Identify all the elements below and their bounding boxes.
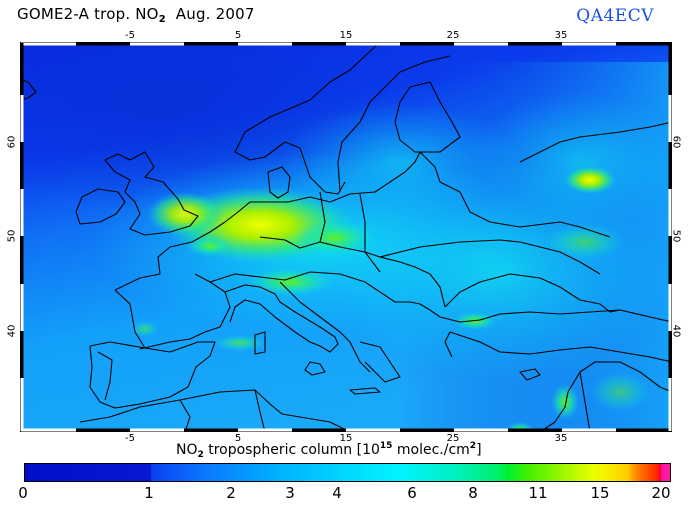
colorbar-tick: 4 (332, 484, 342, 502)
colorbar-tick: 2 (226, 484, 236, 502)
lat-tick-left: 50 (6, 229, 18, 243)
colorbar (24, 463, 671, 482)
colorbar-tick: 1 (144, 484, 154, 502)
brand-label: QA4ECV (576, 6, 654, 26)
colorbar-gradient (25, 464, 670, 481)
graticule-frame (20, 42, 672, 432)
lon-tick-top: 25 (446, 30, 460, 41)
lon-tick-bottom: 15 (339, 433, 353, 444)
title-subscript: 2 (158, 14, 166, 25)
map-title: GOME2-A trop. NO2 Aug. 2007 (17, 5, 255, 25)
lon-tick-top: 35 (554, 30, 568, 41)
lon-tick-bottom: 5 (234, 433, 242, 444)
colorbar-title: NO2 tropospheric column [1015 molec./cm2… (176, 441, 482, 460)
lon-tick-top: 5 (234, 30, 242, 41)
lon-tick-bottom: 35 (554, 433, 568, 444)
lon-tick-top: 15 (339, 30, 353, 41)
colorbar-tick: 3 (285, 484, 295, 502)
lon-tick-bottom: 25 (446, 433, 460, 444)
colorbar-tick: 20 (651, 484, 671, 502)
lat-tick-left: 40 (6, 324, 18, 338)
colorbar-tick: 8 (468, 484, 478, 502)
title-date: Aug. 2007 (165, 5, 255, 23)
lon-tick-bottom: -5 (125, 433, 135, 444)
colorbar-tick: 6 (407, 484, 417, 502)
title-text: GOME2-A trop. NO (17, 5, 159, 23)
colorbar-title-unit: molec./cm (392, 442, 470, 458)
lon-tick-top: -5 (125, 30, 135, 41)
colorbar-tick: 0 (18, 484, 28, 502)
lat-tick-left: 60 (6, 135, 18, 149)
colorbar-title-exponent: 15 (379, 441, 393, 451)
colorbar-title-text: ] (476, 442, 482, 458)
colorbar-title-subscript: 2 (197, 450, 204, 460)
colorbar-title-text: tropospheric column [10 (203, 442, 380, 458)
colorbar-tick: 15 (590, 484, 610, 502)
colorbar-tick: 11 (528, 484, 548, 502)
coastline-overlay (20, 42, 672, 432)
colorbar-title-text: NO (176, 442, 198, 458)
no2-heatmap (20, 42, 672, 432)
colorbar-title-exponent: 2 (469, 441, 477, 451)
